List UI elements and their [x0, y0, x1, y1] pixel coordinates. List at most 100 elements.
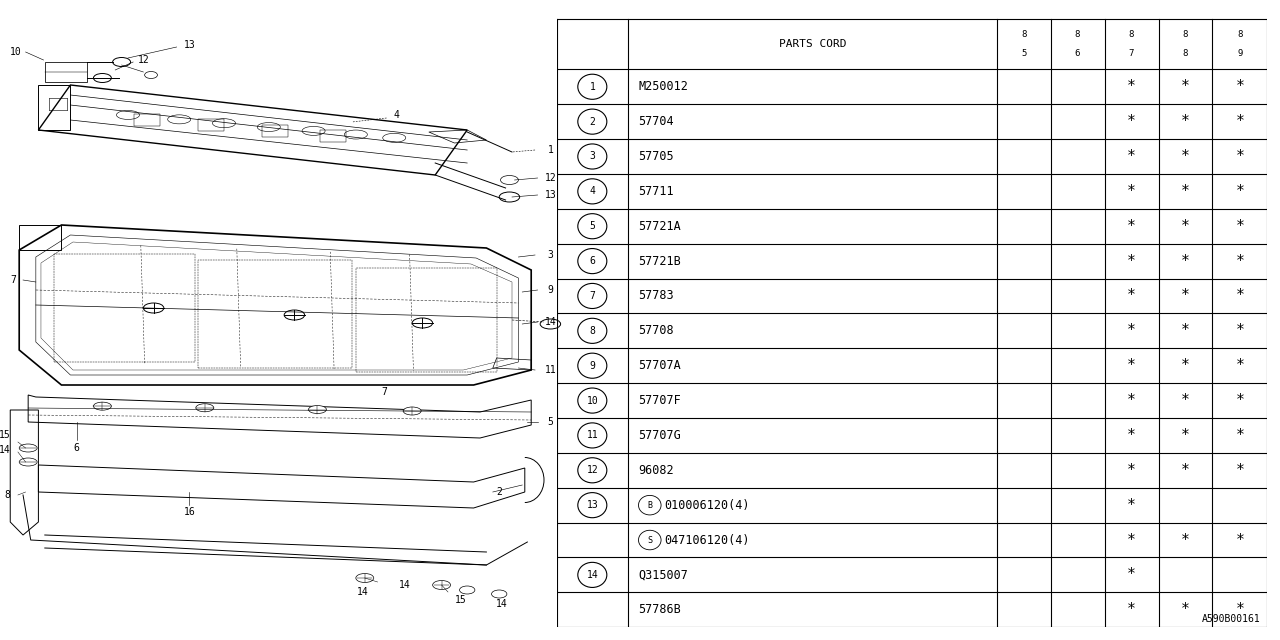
- Text: *: *: [1235, 114, 1244, 129]
- Text: 14: 14: [586, 570, 598, 580]
- Text: *: *: [1181, 532, 1190, 548]
- Ellipse shape: [19, 458, 37, 466]
- Text: *: *: [1128, 532, 1135, 548]
- Ellipse shape: [433, 580, 451, 589]
- Text: *: *: [1181, 602, 1190, 617]
- Ellipse shape: [460, 586, 475, 594]
- Text: *: *: [1181, 79, 1190, 94]
- Text: PARTS CORD: PARTS CORD: [778, 39, 846, 49]
- Text: 14: 14: [495, 599, 508, 609]
- Text: 11: 11: [544, 365, 557, 375]
- Text: 57704: 57704: [639, 115, 675, 128]
- Text: 13: 13: [183, 40, 196, 50]
- Text: 047106120(4): 047106120(4): [664, 534, 750, 547]
- Text: 57705: 57705: [639, 150, 675, 163]
- Text: 14: 14: [356, 587, 369, 597]
- Text: *: *: [1235, 323, 1244, 339]
- Text: 9: 9: [589, 361, 595, 371]
- Ellipse shape: [93, 402, 111, 410]
- Text: 1: 1: [548, 145, 553, 155]
- Text: *: *: [1235, 79, 1244, 94]
- Text: *: *: [1128, 428, 1135, 443]
- Text: Q315007: Q315007: [639, 568, 689, 581]
- Text: *: *: [1128, 253, 1135, 269]
- Text: *: *: [1235, 393, 1244, 408]
- Ellipse shape: [196, 404, 214, 412]
- Text: 14: 14: [544, 317, 557, 327]
- Text: 10: 10: [9, 47, 22, 57]
- Text: *: *: [1128, 114, 1135, 129]
- Text: *: *: [1235, 532, 1244, 548]
- Text: *: *: [1235, 149, 1244, 164]
- Text: 96082: 96082: [639, 464, 675, 477]
- Text: 5: 5: [1021, 49, 1027, 58]
- Text: *: *: [1128, 184, 1135, 199]
- Text: 57786B: 57786B: [639, 604, 681, 616]
- Text: *: *: [1181, 358, 1190, 373]
- Text: 7: 7: [1129, 49, 1134, 58]
- Ellipse shape: [492, 590, 507, 598]
- Text: 57721B: 57721B: [639, 255, 681, 268]
- Text: 8: 8: [1238, 30, 1243, 39]
- Text: 12: 12: [137, 55, 150, 65]
- Text: 15: 15: [0, 430, 12, 440]
- Text: *: *: [1235, 184, 1244, 199]
- Text: *: *: [1181, 184, 1190, 199]
- Text: *: *: [1128, 463, 1135, 478]
- Text: M250012: M250012: [639, 80, 689, 93]
- Ellipse shape: [284, 310, 305, 320]
- Text: 11: 11: [586, 431, 598, 440]
- Text: *: *: [1235, 219, 1244, 234]
- Text: 2: 2: [589, 116, 595, 127]
- Text: *: *: [1128, 219, 1135, 234]
- Text: 8: 8: [1183, 30, 1188, 39]
- Text: 010006120(4): 010006120(4): [664, 499, 750, 511]
- Text: *: *: [1128, 568, 1135, 582]
- Text: *: *: [1128, 149, 1135, 164]
- Text: *: *: [1128, 498, 1135, 513]
- Text: *: *: [1181, 289, 1190, 303]
- Text: *: *: [1128, 79, 1135, 94]
- Text: 9: 9: [1238, 49, 1243, 58]
- Ellipse shape: [412, 318, 433, 328]
- Text: 3: 3: [589, 152, 595, 161]
- Text: *: *: [1128, 289, 1135, 303]
- Text: *: *: [1181, 428, 1190, 443]
- Ellipse shape: [540, 319, 561, 329]
- Text: 6: 6: [74, 443, 79, 453]
- Ellipse shape: [143, 303, 164, 313]
- Text: 6: 6: [1075, 49, 1080, 58]
- Text: 5: 5: [548, 417, 553, 427]
- Text: A590B00161: A590B00161: [1202, 614, 1260, 624]
- Text: 8: 8: [1183, 49, 1188, 58]
- Text: *: *: [1235, 602, 1244, 617]
- Text: 57721A: 57721A: [639, 220, 681, 233]
- Text: *: *: [1181, 393, 1190, 408]
- Text: 1: 1: [589, 82, 595, 92]
- Text: 4: 4: [394, 110, 399, 120]
- Text: *: *: [1235, 463, 1244, 478]
- Text: *: *: [1235, 253, 1244, 269]
- Text: 8: 8: [1129, 30, 1134, 39]
- Text: 14: 14: [0, 445, 12, 455]
- Text: *: *: [1181, 149, 1190, 164]
- Text: *: *: [1181, 323, 1190, 339]
- Text: 57783: 57783: [639, 289, 675, 303]
- Text: 57708: 57708: [639, 324, 675, 337]
- Text: 13: 13: [586, 500, 598, 510]
- Text: 8: 8: [5, 490, 10, 500]
- Text: 7: 7: [381, 387, 387, 397]
- Text: 57711: 57711: [639, 185, 675, 198]
- Ellipse shape: [19, 444, 37, 452]
- Text: *: *: [1181, 114, 1190, 129]
- Ellipse shape: [308, 406, 326, 413]
- Text: B: B: [648, 500, 653, 509]
- Text: 7: 7: [10, 275, 15, 285]
- Text: 8: 8: [589, 326, 595, 336]
- Text: 16: 16: [183, 507, 196, 517]
- Text: *: *: [1128, 393, 1135, 408]
- Text: 2: 2: [497, 487, 502, 497]
- Text: *: *: [1181, 253, 1190, 269]
- Text: 13: 13: [544, 190, 557, 200]
- Text: 15: 15: [454, 595, 467, 605]
